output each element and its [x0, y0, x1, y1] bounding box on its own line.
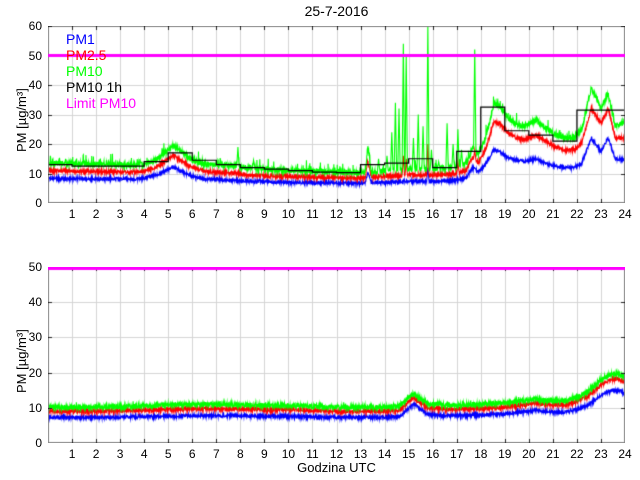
- y-tick-label: 30: [28, 330, 42, 345]
- y-tick-label: 40: [28, 295, 42, 310]
- x-tick-label: 14: [377, 447, 392, 461]
- x-tick-label: 2: [92, 447, 100, 461]
- x-tick-label: 4: [140, 207, 148, 221]
- x-tick-label: 12: [329, 447, 344, 461]
- x-tick-label: 21: [546, 447, 560, 461]
- x-tick-label: 19: [498, 447, 512, 461]
- y-tick-label: 0: [35, 436, 42, 450]
- y-tick-label: 30: [28, 107, 42, 122]
- legend-entry-pm10-1h: PM10 1h: [66, 79, 123, 95]
- x-tick-label: 18: [474, 207, 488, 221]
- x-tick-label: 20: [522, 207, 536, 221]
- x-tick-label: 9: [261, 447, 268, 461]
- x-tick-label: 11: [306, 447, 319, 461]
- y-tick-label: 40: [28, 78, 42, 92]
- x-tick-label: 6: [188, 447, 196, 461]
- x-tick-label: 15: [401, 207, 416, 221]
- y-tick-label: 20: [28, 365, 42, 380]
- x-tick-label: 13: [353, 207, 368, 221]
- x-tick-label: 12: [329, 207, 344, 221]
- x-tick-label: 1: [68, 207, 76, 221]
- y-tick-label: 10: [28, 400, 42, 415]
- x-tick-label: 17: [450, 207, 464, 221]
- y-tick-label: 10: [28, 166, 42, 181]
- legend: PM1 PM2.5 PM10 PM10 1h Limit PM10: [66, 31, 136, 111]
- x-tick-label: 5: [164, 207, 172, 221]
- x-tick-label: 16: [425, 207, 440, 221]
- x-tick-label: 17: [450, 447, 464, 461]
- x-tick-label: 10: [281, 447, 296, 461]
- chart-title: 25-7-2016: [304, 3, 369, 19]
- x-tick-label: 7: [212, 447, 220, 461]
- x-tick-label: 1: [68, 447, 76, 461]
- x-tick-label: 2: [92, 207, 100, 221]
- legend-entry-pm2-5: PM2.5: [66, 47, 107, 63]
- pm-timeseries-bottom-canvas: [48, 267, 625, 443]
- x-tick-label: 11: [306, 207, 319, 221]
- y-tick-label: 0: [35, 196, 42, 210]
- legend-entry-pm10: PM10: [66, 63, 103, 79]
- x-tick-label: 10: [281, 207, 296, 221]
- x-tick-label: 24: [618, 447, 632, 461]
- x-tick-label: 22: [570, 447, 584, 461]
- x-tick-label: 23: [594, 447, 608, 461]
- x-tick-label: 21: [546, 207, 560, 221]
- x-tick-label: 8: [236, 447, 244, 461]
- x-tick-label: 9: [261, 207, 268, 221]
- y-tick-label: 50: [28, 48, 42, 63]
- legend-entry-limit-pm10: Limit PM10: [66, 95, 137, 111]
- x-tick-label: 20: [522, 447, 536, 461]
- pm-timeseries-top-canvas: [48, 26, 625, 203]
- x-axis-label: Godzina UTC: [297, 460, 376, 475]
- x-tick-label: 3: [116, 447, 124, 461]
- x-tick-label: 13: [353, 447, 368, 461]
- x-tick-label: 24: [618, 207, 632, 221]
- x-tick-label: 5: [164, 447, 172, 461]
- x-tick-label: 19: [498, 207, 512, 221]
- x-tick-label: 18: [474, 447, 488, 461]
- legend-entry-pm1: PM1: [66, 31, 95, 47]
- x-tick-label: 15: [401, 447, 416, 461]
- x-tick-label: 14: [377, 207, 392, 221]
- x-tick-label: 22: [570, 207, 584, 221]
- y-tick-label: 50: [28, 260, 42, 274]
- x-tick-label: 7: [212, 207, 220, 221]
- y-tick-label: 60: [28, 19, 42, 33]
- x-tick-label: 16: [425, 447, 440, 461]
- y-tick-label: 20: [28, 137, 42, 151]
- x-tick-label: 23: [594, 207, 608, 221]
- x-tick-label: 3: [116, 207, 124, 221]
- x-tick-label: 6: [188, 207, 196, 221]
- x-tick-label: 8: [236, 207, 244, 221]
- x-tick-label: 4: [140, 447, 148, 461]
